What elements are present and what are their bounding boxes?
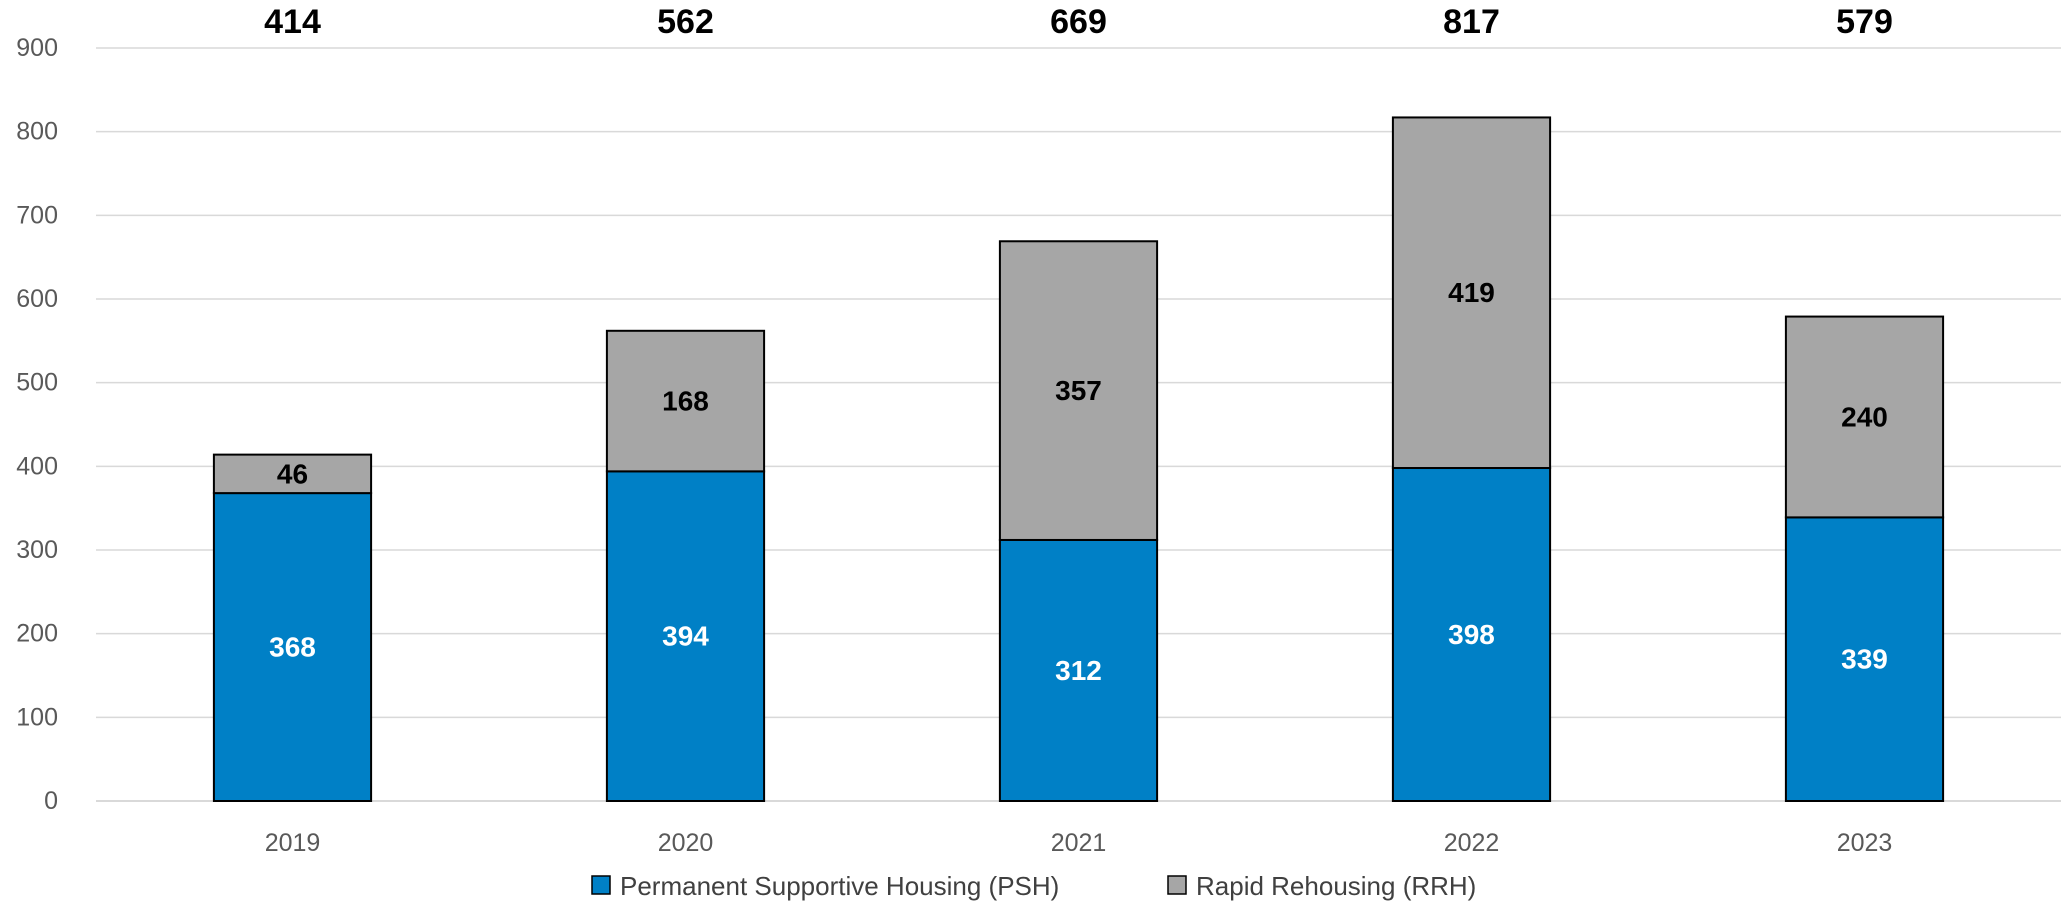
total-label: 562 (657, 3, 714, 41)
data-label: 394 (662, 621, 709, 652)
data-label: 312 (1055, 655, 1102, 686)
total-label: 669 (1050, 3, 1107, 41)
legend-label-psh: Permanent Supportive Housing (PSH) (620, 871, 1059, 901)
legend-swatch-rrh (1167, 875, 1187, 895)
bar-segment-psh (1784, 516, 1945, 802)
bar-segment-rrh (998, 240, 1159, 541)
x-tick-label: 2020 (658, 829, 714, 857)
total-label: 817 (1443, 3, 1500, 41)
total-label: 579 (1836, 3, 1893, 41)
legend: Permanent Supportive Housing (PSH) Rapid … (591, 871, 1476, 901)
data-label: 339 (1841, 644, 1888, 675)
y-tick-label: 500 (16, 369, 58, 397)
legend-swatch-psh (591, 875, 611, 895)
y-tick-label: 200 (16, 620, 58, 648)
bar-segment-rrh (605, 329, 766, 473)
data-label: 368 (269, 632, 316, 663)
bar-segment-psh (998, 538, 1159, 803)
bars: 368 46 414 394 168 562 312 357 669 398 419 817 339 24… (212, 3, 1945, 803)
legend-label-rrh: Rapid Rehousing (RRH) (1196, 871, 1476, 901)
x-tick-label: 2019 (265, 829, 321, 857)
data-label: 419 (1448, 277, 1495, 308)
y-tick-label: 800 (16, 118, 58, 146)
bar-segment-rrh (1391, 116, 1552, 470)
data-label: 398 (1448, 619, 1495, 650)
y-tick-label: 0 (44, 787, 58, 815)
data-label: 357 (1055, 375, 1102, 406)
x-axis-tick-labels: 2019 2020 2021 2022 2023 (265, 829, 1893, 857)
bar-segment-psh (605, 470, 766, 802)
bar-segment-rrh (212, 453, 373, 495)
data-label: 240 (1841, 401, 1888, 432)
y-tick-label: 400 (16, 452, 58, 480)
bar-segment-psh (1391, 467, 1552, 802)
bar-segment-rrh (1784, 315, 1945, 519)
x-tick-label: 2022 (1444, 829, 1500, 857)
y-tick-label: 100 (16, 703, 58, 731)
y-tick-label: 600 (16, 285, 58, 313)
bar-segment-psh (212, 492, 373, 802)
y-tick-label: 700 (16, 201, 58, 229)
y-tick-label: 300 (16, 536, 58, 564)
x-tick-label: 2023 (1837, 829, 1893, 857)
data-label: 168 (662, 386, 709, 417)
x-tick-label: 2021 (1051, 829, 1107, 857)
y-axis-tick-labels: 0 100 200 300 400 500 600 700 800 900 (16, 34, 58, 815)
total-label: 414 (264, 3, 321, 41)
data-label: 46 (277, 458, 308, 489)
y-tick-label: 900 (16, 34, 58, 62)
